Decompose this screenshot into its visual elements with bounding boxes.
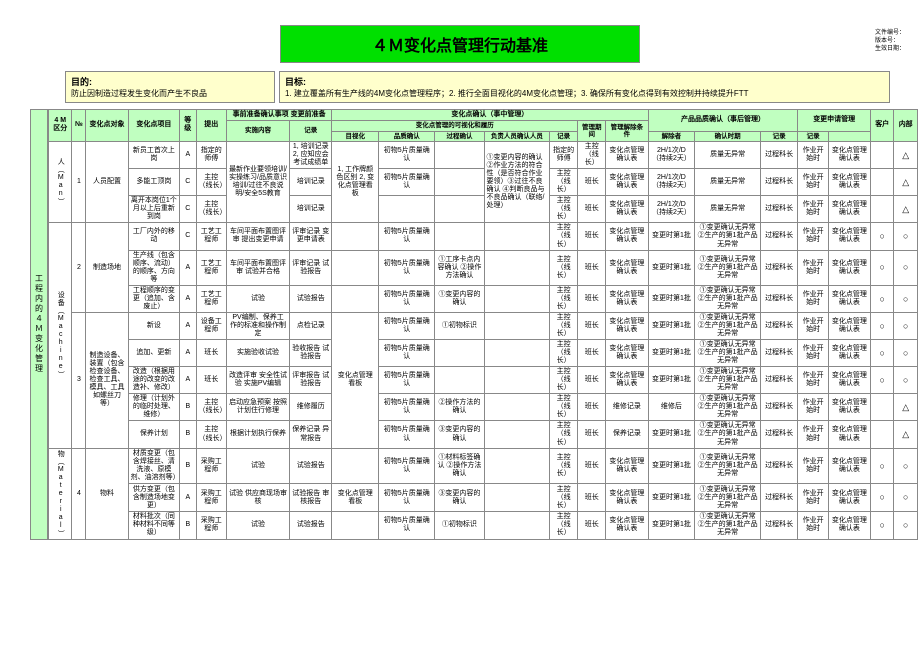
h-g1a: 实施内容	[226, 121, 289, 142]
h-g2a5: 记录	[550, 131, 578, 141]
table-row: 离开本岗位1个月以上后重新到岗C主控（线长）培训记录主控（线长）班长变化点管理确…	[49, 196, 918, 223]
table-row: 供方变更（包含制造场地变更）A采购工程师试验 供应商现场审核试验报告 审核报告变…	[49, 484, 918, 512]
goal-left-h: 目的:	[71, 77, 92, 87]
h-g2a3: 过程确认	[435, 131, 484, 141]
table-row: 修理（计划外的临时处理、维修）B主控（线长）启动应急预案 按照计划住行修理维修履…	[49, 394, 918, 421]
h-g2a2: 品质确认	[379, 131, 435, 141]
meta-l3: 生效日期：	[875, 46, 905, 54]
h-g1: 事前准备确认事项 变更前准备	[226, 110, 331, 121]
goal-right-h: 目标:	[285, 77, 306, 87]
table-row: 设备（Machine）2制造场地工厂内外的移动C工艺工程师车间平面布置图评审 提…	[49, 223, 918, 250]
page-title: ４Ｍ变化点管理行动基准	[280, 25, 640, 63]
goal-left: 目的: 防止因制造过程发生变化而产生不良品	[65, 71, 275, 103]
table-row: 工程顺序的变更（追加、含废止）A工艺工程师试验试验报告初物5片质量确认①变更内容…	[49, 285, 918, 312]
h-g2b: 管理期间	[578, 121, 606, 142]
h-g3b: 确认时期	[695, 131, 761, 141]
table-row: 物（Material）4物料材质变更（包含焊接丝、清洗液、原模剂、油溶剂等）B采…	[49, 448, 918, 484]
table-row: 追加、更新A班长实施验收试验验收报告 试验报告初物5片质量确认主控（线长）班长变…	[49, 340, 918, 367]
h-g2a: 变化点管理的可视化和履历	[332, 121, 578, 131]
h-g3a: 解除者	[648, 131, 695, 141]
h-c1: 4 M 区分	[49, 110, 72, 142]
table-row: 材料批次（同种材料不同等级）B采购工程师试验试验报告初物5片质量确认①初物标识主…	[49, 511, 918, 539]
h-g3: 产品品质确认（事后管理）	[648, 110, 798, 132]
h-c4: 变化点项目	[128, 110, 180, 142]
h-g3c: 记录	[760, 131, 798, 141]
h-g1b: 记录	[290, 121, 332, 142]
table-row: 生产线（包含顺序、流动）的顺序、方向等A工艺工程师车间平面布置图评审 试验并合格…	[49, 250, 918, 285]
goal-right-t: 1. 建立覆盖所有生产线的4M变化点管理程序；2. 推行全面目视化的4M变化点管…	[285, 89, 749, 98]
h-g2a1: 目视化	[332, 131, 379, 141]
h-c3: 变化点对象	[86, 110, 128, 142]
h-g4a: 客户	[870, 110, 893, 142]
h-g4b: 内部	[894, 110, 918, 142]
table-row: 保养计划B主控（线长）根据计划执行保养保养记录 异常报告初物5片质量确认③变更内…	[49, 421, 918, 448]
side-label: 工程内的４Ｍ变化管理	[30, 109, 48, 540]
table-row: 多能工顶岗C主控（线长）培训记录初物5片质量确认主控（线长）班长变化点管理确认表…	[49, 169, 918, 196]
goal-right: 目标: 1. 建立覆盖所有生产线的4M变化点管理程序；2. 推行全面目视化的4M…	[279, 71, 890, 103]
table-row: 改造（根据用途的改变的改造补、修改）A班长改造评审 安全性试验 实施PV编辑评审…	[49, 367, 918, 394]
meta-l1: 文件编号：	[875, 30, 905, 38]
table-row: 3制造设备、装置（包含检查设备、检查工具、模具、工具如螺丝刀等）新设A设备工程师…	[49, 312, 918, 339]
h-ct2	[828, 131, 870, 141]
goal-left-t: 防止因制造过程发生变化而产生不良品	[71, 89, 207, 98]
main-table: 4 M 区分 № 变化点对象 变化点项目 等级 提出 事前准备确认事项 变更前准…	[48, 109, 918, 540]
h-c6: 提出	[196, 110, 226, 142]
h-ct: 记录	[798, 131, 828, 141]
meta-l2: 版本号：	[875, 38, 905, 46]
h-g2: 变化点确认（事中管理）	[332, 110, 648, 121]
h-g2c: 管理解除条件	[606, 121, 648, 142]
doc-meta: 文件编号： 版本号： 生效日期：	[875, 30, 905, 53]
h-c5: 等级	[180, 110, 196, 142]
h-c2: №	[72, 110, 86, 142]
table-row: 人（Man）1人员配置新员工首次上岗A指定的师傅最新作业要领培训/实操练习/品质…	[49, 141, 918, 168]
h-g4: 变更申请管理	[798, 110, 871, 132]
h-g2a4: 负责人员确认人员	[484, 131, 550, 141]
